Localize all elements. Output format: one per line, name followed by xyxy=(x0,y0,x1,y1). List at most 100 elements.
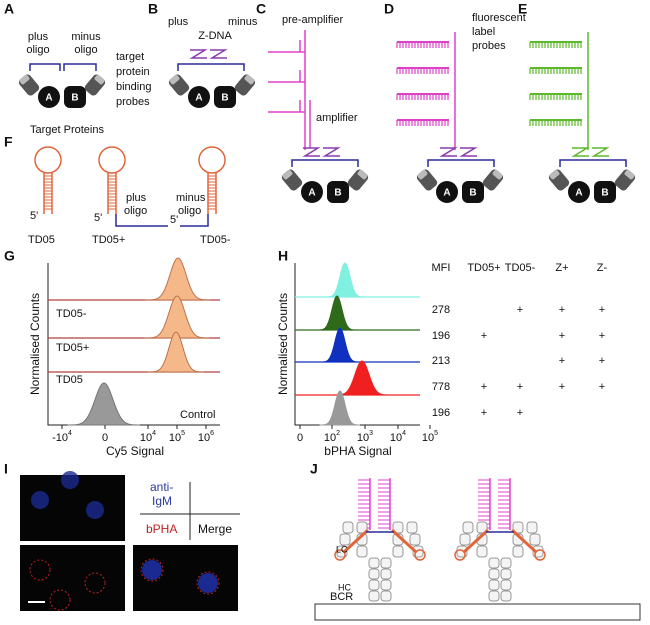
antibody-body xyxy=(614,169,636,191)
heavy-chain xyxy=(356,521,368,534)
x-tick-label: 104 xyxy=(140,430,156,444)
axis xyxy=(47,263,220,426)
panel-label: D xyxy=(384,1,394,17)
protein-b xyxy=(594,181,616,203)
tick-exp: 4 xyxy=(68,430,72,437)
antibody-body xyxy=(416,169,438,191)
label: oligo xyxy=(26,44,49,56)
row-label: TD05 xyxy=(56,374,83,386)
cell-red xyxy=(196,571,220,595)
heavy-chain xyxy=(488,590,500,602)
protein-label: A xyxy=(195,93,202,104)
light-chain xyxy=(342,521,354,534)
protein-a xyxy=(188,86,210,108)
histogram xyxy=(144,295,210,339)
probe-antibody xyxy=(416,169,438,191)
antibody-body xyxy=(347,169,369,191)
tick-exp: 3 xyxy=(369,430,373,437)
row-label: Control xyxy=(180,409,215,421)
cell-red xyxy=(84,572,106,594)
probe-antibody xyxy=(347,169,369,191)
column-header: Z+ xyxy=(555,262,568,274)
antibody-tip xyxy=(357,169,368,180)
oligo-line xyxy=(180,214,209,227)
legend-label: anti- xyxy=(150,480,173,494)
label: 5' xyxy=(170,214,178,226)
oligo-line xyxy=(177,63,245,71)
cell-mark: + xyxy=(599,355,605,367)
protein-a xyxy=(301,181,323,203)
protein-b xyxy=(327,181,349,203)
label: minus xyxy=(228,16,258,28)
y-axis-title: Normalised Counts xyxy=(276,293,290,395)
tick-base: 10 xyxy=(390,432,402,444)
protein-label: A xyxy=(45,93,52,104)
probe-antibody xyxy=(548,169,570,191)
column-header: TD05+ xyxy=(467,262,500,274)
cell-mark: + xyxy=(559,304,565,316)
cell-mark: + xyxy=(599,304,605,316)
label: oligo xyxy=(178,205,201,217)
cell-mark: + xyxy=(559,330,565,342)
protein-b xyxy=(214,86,236,108)
x-tick-label: -104 xyxy=(52,430,72,444)
hairpin-loop xyxy=(98,146,126,174)
caption: Target Proteins xyxy=(30,124,104,136)
column-header: MFI xyxy=(432,262,451,274)
mfi-value: 213 xyxy=(432,355,450,367)
tick-base: 10 xyxy=(422,432,434,444)
oligo-line xyxy=(427,159,495,167)
heavy-chain xyxy=(488,568,500,580)
x-axis-title: Cy5 Signal xyxy=(106,444,164,458)
panel-label: B xyxy=(148,1,158,17)
antibody-tip xyxy=(492,169,503,180)
oligo-line xyxy=(63,63,97,71)
label: 5' xyxy=(30,210,38,222)
heavy-chain xyxy=(476,521,488,534)
mfi-value: 278 xyxy=(432,304,450,316)
light-chain xyxy=(409,533,421,546)
protein-label: A xyxy=(308,188,315,199)
protein-label: A xyxy=(443,188,450,199)
label: target xyxy=(116,51,144,63)
label: oligo xyxy=(124,205,147,217)
heavy-chain xyxy=(500,590,512,602)
mfi-value: 196 xyxy=(432,407,450,419)
light-chain xyxy=(339,533,351,546)
light-chain xyxy=(459,533,471,546)
x-tick-label: 102 xyxy=(324,430,340,444)
histogram xyxy=(147,331,205,373)
cell-blue xyxy=(61,471,79,489)
cell-mark: + xyxy=(517,304,523,316)
oligo-line xyxy=(291,159,359,167)
z-dna xyxy=(591,147,610,157)
label: BCR xyxy=(330,591,353,603)
x-tick-label: 0 xyxy=(102,432,108,444)
x-axis-title: bPHA Signal xyxy=(324,444,391,458)
label: protein xyxy=(116,66,150,78)
probe-antibody xyxy=(614,169,636,191)
membrane xyxy=(314,603,641,621)
heavy-chain xyxy=(392,521,404,534)
antibody-tip xyxy=(282,169,293,180)
cell-blue xyxy=(31,491,49,509)
heavy-chain xyxy=(368,557,380,569)
tick-base: 10 xyxy=(140,432,152,444)
antibody-tip xyxy=(549,169,560,180)
z-dna xyxy=(459,147,478,157)
legend-label: bPHA xyxy=(146,522,177,536)
legend-label: Merge xyxy=(198,522,232,536)
oligo-line xyxy=(115,214,168,227)
heavy-chain xyxy=(368,568,380,580)
protein-label: B xyxy=(221,93,228,104)
z-dna xyxy=(189,49,208,59)
x-tick-label: 105 xyxy=(169,430,185,444)
protein-a xyxy=(436,181,458,203)
heavy-chain xyxy=(500,568,512,580)
label: amplifier xyxy=(316,112,358,124)
panel-label: C xyxy=(256,1,266,17)
label: plus xyxy=(28,31,49,43)
light-chain xyxy=(526,521,538,534)
panel-label: F xyxy=(4,134,13,150)
